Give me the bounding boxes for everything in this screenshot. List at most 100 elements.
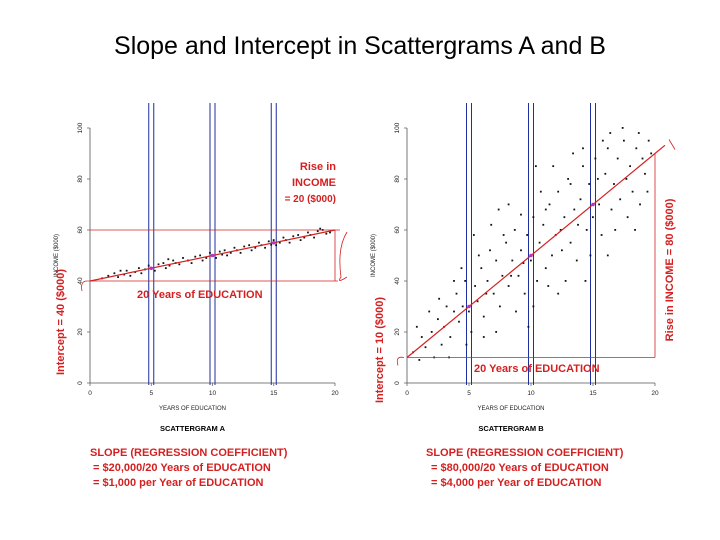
data-point [634,229,636,231]
data-point [644,172,646,175]
y-tick-label: 80 [394,175,401,183]
data-point [501,274,504,277]
data-point [440,343,443,346]
slope-annotation: = $1,000 per Year of EDUCATION [93,477,264,489]
data-point [544,208,547,211]
data-point [125,269,128,272]
data-point [201,259,204,262]
rise-bracket [668,139,676,150]
intercept-brace [396,356,405,366]
data-point [482,336,485,338]
data-point [573,208,576,211]
y-tick-label: 60 [394,226,401,234]
data-point [527,325,530,328]
data-point [569,183,572,185]
data-point [418,359,421,361]
data-point [248,244,251,247]
data-point [582,165,584,168]
data-point [616,157,619,160]
rise-bracket [339,231,348,281]
data-point [250,249,253,252]
data-point [623,139,625,142]
regression-line [406,144,666,358]
data-point [526,234,529,236]
data-point [415,325,418,328]
rise-annotation: INCOME [292,177,336,189]
intercept-annotation: Intercept = 40 ($000) [55,269,67,375]
data-point [172,259,175,262]
data-point [551,254,553,257]
x-axis-label: YEARS OF EDUCATION [159,406,226,412]
y-tick-label: 60 [77,226,84,234]
data-point [600,234,603,236]
intercept-brace [81,280,88,292]
data-point [157,263,160,266]
data-point [182,257,184,259]
data-point [650,152,653,155]
data-point [420,336,423,338]
data-point [542,223,545,226]
data-point [264,246,266,249]
data-point [619,198,622,201]
data-point [572,152,574,155]
data-point [316,230,319,233]
data-point [513,229,516,231]
y-tick-label: 80 [77,175,84,183]
x-tick-label: 15 [270,390,278,397]
data-point [445,305,448,308]
data-point [243,245,246,248]
data-point [288,241,291,244]
data-point [449,336,452,338]
data-point [538,241,541,244]
data-point [275,244,277,247]
data-point [641,157,644,160]
y-tick-label: 40 [77,277,84,285]
x-tick-label: 10 [209,390,217,397]
y-tick-label: 20 [394,328,401,336]
data-point [489,249,491,252]
data-point [226,254,228,257]
run-annotation: 20 Years of EDUCATION [137,289,263,301]
data-point [270,243,273,246]
data-point [577,223,579,226]
data-point [561,249,563,252]
y-axis-label: INCOME ($000) [54,234,60,277]
data-point [107,274,110,277]
data-point [278,241,281,244]
data-point [585,229,588,231]
regression-guide-point [529,253,533,258]
data-point [468,310,470,313]
data-point [258,241,260,244]
data-point [313,236,315,239]
data-point [190,262,193,264]
regression-guide-point [271,240,276,245]
data-point [637,132,640,134]
data-point [424,346,427,349]
y-axis-label: INCOME ($000) [371,234,377,277]
data-point [631,190,634,193]
data-point [453,280,455,282]
data-point [635,147,638,150]
data-point [520,249,522,252]
x-tick-label: 0 [88,390,92,397]
data-point [610,208,613,211]
data-point [515,310,517,313]
intercept-annotation: Intercept = 10 ($000) [374,297,386,403]
data-point [453,310,455,313]
data-point [507,285,510,287]
regression-guide-point [149,266,154,271]
data-point [254,246,257,249]
x-tick-label: 15 [589,390,597,397]
scattergram-b: 0 5 10 15 20 0 20 40 60 80 100 YEARS OF EDUCATION IN… [371,103,676,489]
data-point [482,315,485,318]
data-point [517,274,520,277]
data-point [319,227,322,230]
data-point [523,292,526,295]
data-point [117,276,119,278]
run-annotation: 20 Years of EDUCATION [474,363,600,375]
data-point [532,305,535,308]
data-point [455,292,458,295]
data-point [621,127,624,129]
data-point [579,198,582,201]
